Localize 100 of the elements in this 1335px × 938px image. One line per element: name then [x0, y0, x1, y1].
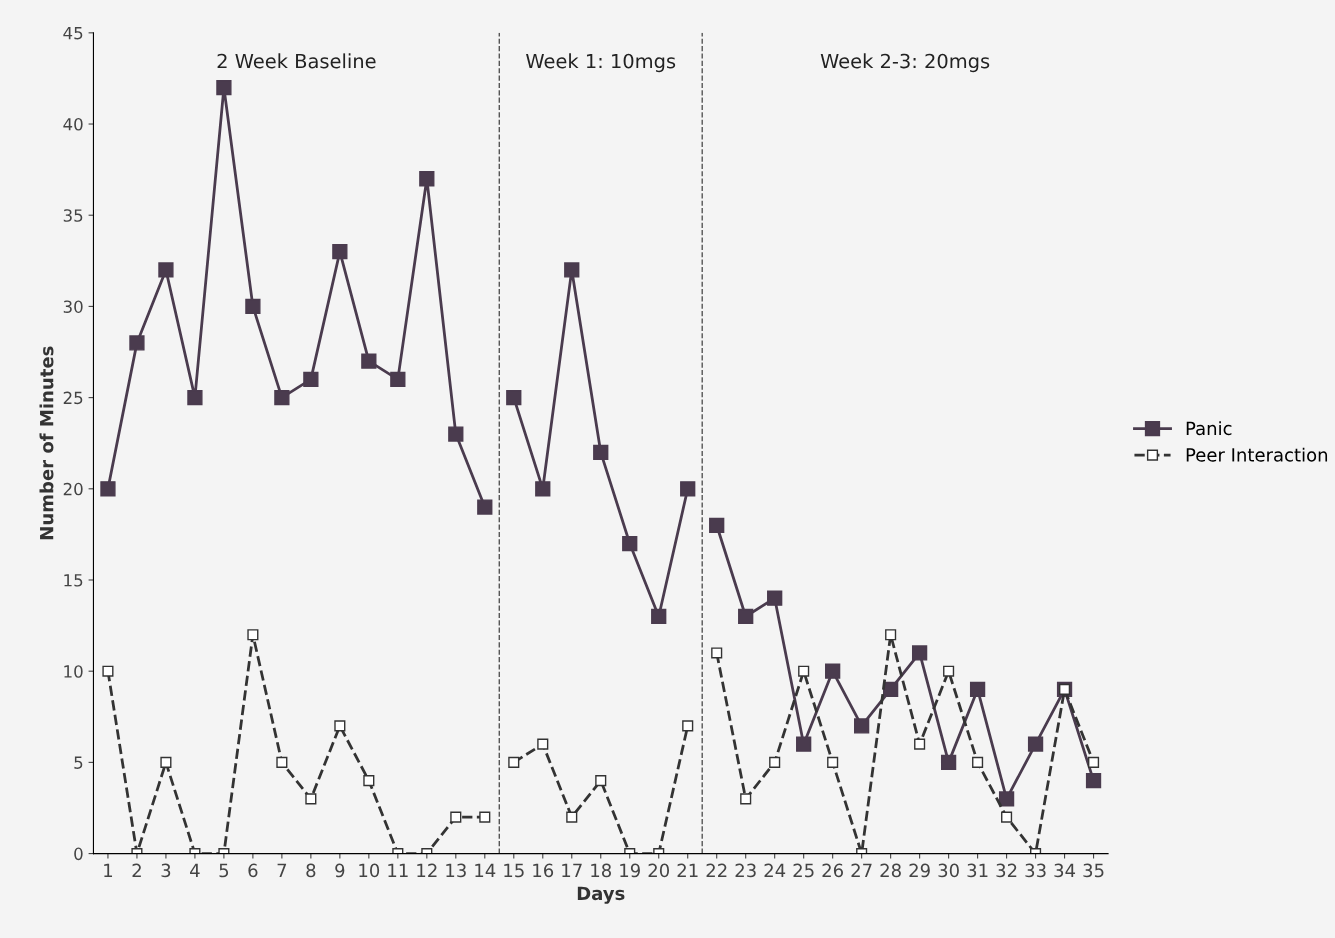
x-tick-label: 28	[880, 863, 901, 878]
x-tick-label: 27	[851, 863, 872, 878]
x-tick-label: 18	[591, 863, 611, 878]
point	[102, 665, 114, 677]
x-axis-title: Days	[577, 886, 625, 904]
point	[160, 756, 172, 768]
point	[508, 756, 520, 768]
x-tick-label: 30	[938, 863, 959, 878]
point	[537, 738, 549, 750]
y-tick-label: 40	[63, 117, 83, 131]
point	[303, 371, 319, 388]
point	[276, 756, 288, 768]
y-tick-label: 45	[63, 27, 83, 40]
point	[711, 647, 723, 659]
point	[798, 665, 810, 677]
point	[390, 371, 406, 388]
point	[709, 517, 725, 533]
point	[419, 171, 435, 187]
point	[680, 481, 696, 497]
x-tick-label: 9	[335, 863, 345, 878]
x-tick-label: 6	[248, 863, 258, 878]
x-tick-label: 14	[475, 863, 496, 878]
point	[796, 736, 812, 752]
point	[1085, 772, 1102, 789]
point	[593, 444, 609, 460]
x-tick-label: 11	[388, 863, 408, 878]
x-tick-label: 10	[359, 863, 380, 878]
point	[477, 499, 493, 515]
point	[651, 608, 667, 625]
point	[969, 681, 986, 698]
point	[740, 793, 752, 805]
point	[943, 665, 955, 677]
x-tick-label: 26	[822, 863, 844, 878]
point	[535, 481, 551, 497]
point	[129, 335, 145, 351]
point	[854, 718, 870, 734]
point	[245, 298, 261, 315]
point	[247, 629, 259, 641]
x-tick-label: 15	[504, 863, 524, 878]
point	[564, 262, 580, 278]
point	[885, 629, 897, 641]
annotation: Week 2-3: 20mgs	[820, 53, 990, 73]
point	[998, 791, 1015, 807]
point	[334, 720, 346, 732]
point	[187, 389, 203, 406]
point	[769, 756, 781, 768]
y-tick-label: 20	[63, 482, 83, 496]
point	[158, 262, 174, 278]
x-tick-label: 21	[677, 863, 698, 878]
x-tick-label: 16	[533, 863, 554, 878]
x-tick-label: 8	[306, 863, 316, 878]
point	[940, 754, 957, 771]
y-axis-title: Number of Minutes	[39, 346, 54, 540]
point	[972, 756, 984, 768]
legend-label: Peer Interaction	[1186, 447, 1328, 462]
point	[363, 775, 375, 787]
point	[914, 738, 926, 750]
point	[1087, 756, 1100, 768]
y-tick-label: 25	[63, 391, 83, 405]
annotation: 2 Week Baseline	[217, 53, 376, 69]
x-tick-label: 35	[1083, 863, 1104, 878]
point	[450, 811, 462, 823]
x-tick-label: 34	[1054, 863, 1076, 878]
x-tick-label: 19	[620, 863, 640, 878]
point	[682, 720, 694, 732]
point	[595, 775, 607, 787]
y-tick-label: 5	[74, 756, 83, 769]
x-tick-label: 20	[648, 863, 670, 878]
x-tick-label: 32	[996, 863, 1017, 878]
point	[216, 79, 232, 96]
x-tick-label: 31	[967, 863, 988, 878]
y-tick-label: 15	[64, 574, 83, 587]
x-tick-label: 3	[161, 863, 171, 878]
point	[448, 426, 464, 442]
point	[332, 244, 348, 260]
x-tick-label: 1	[104, 863, 113, 878]
x-tick-label: 4	[190, 863, 200, 878]
x-tick-label: 2	[132, 863, 141, 878]
point	[767, 590, 783, 606]
point	[827, 756, 839, 768]
point	[911, 645, 928, 661]
point	[566, 811, 578, 823]
x-tick-label: 22	[706, 863, 727, 878]
point	[100, 481, 116, 497]
y-tick-label: 10	[64, 665, 83, 678]
x-tick-label: 23	[735, 863, 756, 878]
point	[1027, 736, 1044, 752]
x-tick-label: 29	[909, 863, 930, 878]
point	[738, 608, 754, 625]
point	[825, 663, 841, 679]
x-tick-label: 24	[764, 863, 786, 878]
point	[506, 389, 522, 406]
annotation: Week 1: 10mgs	[526, 53, 676, 73]
point	[479, 811, 491, 823]
y-tick-label: 0	[74, 847, 83, 861]
point	[361, 353, 377, 369]
point	[622, 535, 638, 552]
x-tick-label: 17	[562, 863, 582, 878]
point	[1001, 811, 1013, 823]
y-tick-label: 30	[63, 300, 83, 313]
